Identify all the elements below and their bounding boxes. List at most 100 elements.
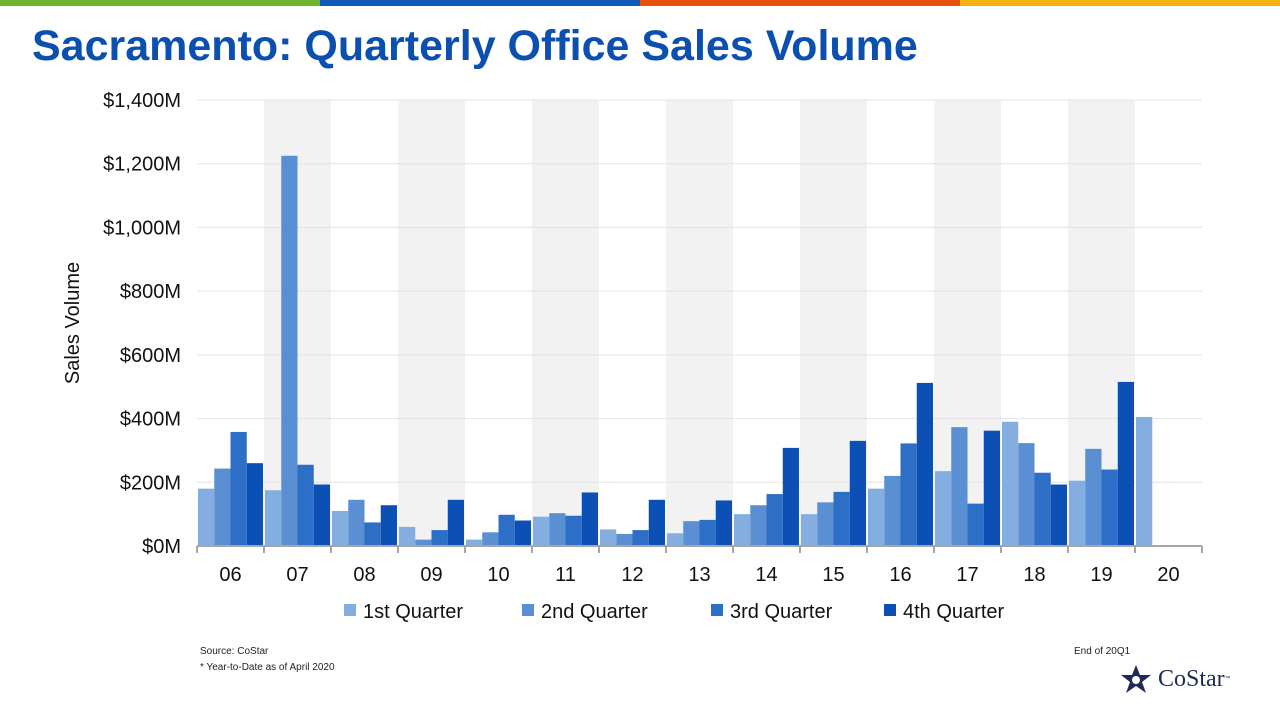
- x-tick-label: 09: [420, 564, 442, 586]
- bar-13-q3: [699, 519, 716, 546]
- bar-10-q2: [482, 532, 499, 546]
- legend-swatch-q3: [711, 604, 723, 616]
- x-tick-label: 18: [1023, 564, 1045, 586]
- bar-19-q2: [1085, 448, 1102, 546]
- band-11: [532, 100, 599, 546]
- bar-15-q1: [801, 514, 818, 546]
- bar-09-q2: [415, 539, 432, 546]
- bar-08-q3: [364, 522, 381, 546]
- bar-16-q3: [900, 443, 917, 546]
- bar-06-q1: [198, 488, 215, 546]
- x-tick-label: 15: [822, 564, 844, 586]
- bar-18-q4: [1050, 484, 1067, 546]
- bar-07-q1: [265, 490, 282, 546]
- bar-14-q2: [750, 505, 767, 546]
- brand-stripe-blue: [320, 0, 640, 6]
- x-tick-label: 19: [1090, 564, 1112, 586]
- bar-19-q4: [1117, 381, 1134, 546]
- band-13: [666, 100, 733, 546]
- x-tick-label: 11: [555, 564, 576, 586]
- bar-08-q2: [348, 499, 365, 546]
- bar-06-q2: [214, 468, 231, 546]
- ytd-note: * Year-to-Date as of April 2020: [200, 662, 335, 673]
- bar-08-q1: [332, 510, 349, 546]
- legend-label-q4: 4th Quarter: [903, 601, 1005, 623]
- bar-12-q4: [648, 499, 665, 546]
- bar-11-q1: [533, 516, 550, 546]
- bar-17-q3: [967, 503, 984, 546]
- legend-swatch-q2: [522, 604, 534, 616]
- brand-stripe-orange: [640, 0, 960, 6]
- bar-14-q4: [782, 447, 799, 546]
- brand-color-bar: [0, 0, 1280, 6]
- brand-stripe-yellow: [960, 0, 1280, 6]
- x-tick-label: 14: [755, 564, 777, 586]
- period-note: End of 20Q1: [1074, 646, 1131, 657]
- x-tick-label: 17: [956, 564, 978, 586]
- bar-07-q2: [281, 155, 298, 546]
- bar-18-q1: [1002, 421, 1019, 546]
- x-tick-label: 13: [688, 564, 710, 586]
- bar-13-q4: [715, 500, 732, 546]
- band-09: [398, 100, 465, 546]
- bar-16-q4: [916, 382, 933, 546]
- bar-09-q3: [431, 530, 448, 546]
- x-tick-label: 06: [219, 564, 241, 586]
- y-tick-label: $1,000M: [103, 217, 181, 239]
- bar-18-q2: [1018, 443, 1035, 546]
- bar-15-q2: [817, 502, 834, 546]
- y-tick-label: $200M: [120, 472, 181, 494]
- bar-10-q3: [498, 514, 515, 546]
- sales-volume-chart: $0M $200M $400M $600M $800M $1,000M $1,200M $1,…: [62, 90, 1203, 623]
- bar-11-q2: [549, 513, 566, 546]
- y-tick-label: $0M: [142, 536, 181, 558]
- costar-star-icon: [1121, 665, 1151, 693]
- bar-12-q2: [616, 533, 633, 546]
- bar-17-q1: [935, 471, 952, 546]
- bar-14-q3: [766, 494, 783, 546]
- page-title: Sacramento: Quarterly Office Sales Volum…: [32, 22, 918, 70]
- logo-trademark: ™: [1224, 676, 1231, 682]
- bar-12-q1: [600, 529, 617, 546]
- legend-label-q3: 3rd Quarter: [730, 601, 833, 623]
- y-tick-label: $800M: [120, 281, 181, 303]
- bar-08-q4: [380, 505, 397, 546]
- bar-16-q2: [884, 475, 901, 546]
- bar-10-q1: [466, 539, 483, 546]
- x-tick-label: 12: [621, 564, 643, 586]
- legend-label-q1: 1st Quarter: [363, 601, 463, 623]
- x-tick-label: 16: [889, 564, 911, 586]
- source-note: Source: CoStar: [200, 646, 269, 657]
- bar-13-q1: [667, 533, 684, 546]
- bar-06-q3: [230, 431, 247, 546]
- x-tick-label: 20: [1157, 564, 1179, 586]
- brand-stripe-green: [0, 0, 320, 6]
- bar-12-q3: [632, 530, 649, 546]
- costar-logo: CoStar ™: [1120, 664, 1231, 694]
- bar-19-q1: [1069, 480, 1086, 546]
- bar-11-q4: [581, 492, 598, 546]
- bar-15-q3: [833, 491, 850, 546]
- bar-15-q4: [849, 440, 866, 546]
- bar-06-q4: [246, 463, 263, 546]
- legend-swatch-q1: [344, 604, 356, 616]
- y-tick-label: $1,400M: [103, 90, 181, 112]
- x-tick-label: 10: [487, 564, 509, 586]
- bar-20-q1: [1136, 416, 1153, 546]
- logo-wordmark: CoStar: [1158, 665, 1225, 692]
- bar-16-q1: [868, 488, 885, 546]
- bar-17-q4: [983, 430, 1000, 546]
- legend-swatch-q4: [884, 604, 896, 616]
- y-tick-label: $400M: [120, 409, 181, 431]
- x-tick-label: 08: [353, 564, 375, 586]
- bar-10-q4: [514, 520, 531, 546]
- bar-19-q3: [1101, 469, 1118, 546]
- x-tick-label: 07: [286, 564, 308, 586]
- bar-11-q3: [565, 515, 582, 546]
- bar-07-q3: [297, 464, 314, 546]
- y-tick-label: $600M: [120, 345, 181, 367]
- bar-17-q2: [951, 427, 968, 546]
- bar-13-q2: [683, 521, 700, 546]
- bar-07-q4: [313, 484, 330, 546]
- y-axis-title: Sales Volume: [62, 262, 84, 384]
